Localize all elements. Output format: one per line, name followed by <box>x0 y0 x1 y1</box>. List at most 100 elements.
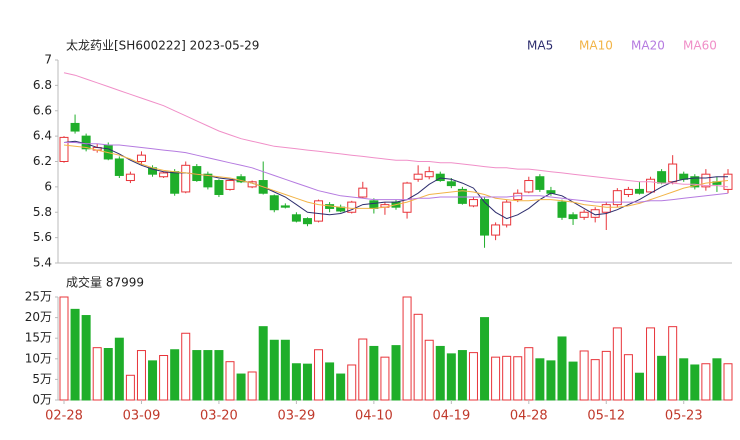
candle-body <box>579 211 589 218</box>
volume-bar <box>535 358 545 401</box>
candle-body <box>668 163 678 183</box>
volume-bar <box>546 360 556 401</box>
volume-bar <box>491 356 501 401</box>
candle-body <box>70 122 80 132</box>
volume-bar <box>192 350 202 401</box>
candle-body <box>446 181 456 187</box>
volume-bar <box>668 326 678 401</box>
y-tick-label: 0万 <box>32 393 52 407</box>
legend-label: MA20 <box>631 39 665 53</box>
x-tick-label: 02-28 <box>45 409 83 424</box>
volume-bar <box>291 363 301 401</box>
y-tick-label: 6.4 <box>33 129 52 143</box>
candle-body <box>568 214 578 220</box>
candle-body <box>59 136 69 163</box>
volume-bar <box>159 355 169 401</box>
volume-bar <box>435 345 445 401</box>
volume-bar <box>634 372 644 401</box>
candle-body <box>424 171 434 178</box>
candle-body <box>723 173 733 190</box>
volume-bar <box>690 364 700 401</box>
candle-body <box>314 200 324 222</box>
volume-bar <box>203 350 213 401</box>
volume-bar <box>358 338 368 401</box>
y-tick-label: 5.4 <box>33 256 52 270</box>
candle-body <box>480 199 490 236</box>
y-tick-label: 6 <box>44 179 52 193</box>
volume-bar <box>380 356 390 401</box>
volume-bar <box>568 361 578 401</box>
volume-bar <box>70 308 80 401</box>
chart-title: 太龙药业[SH600222] 2023-05-29 <box>66 38 259 53</box>
candle-body <box>590 209 600 218</box>
y-tick-label: 5.6 <box>33 230 52 244</box>
volume-bar <box>701 363 711 401</box>
x-tick-label: 03-29 <box>278 409 316 424</box>
candle-body <box>159 172 169 178</box>
volume-bar <box>81 315 91 401</box>
x-tick-label: 03-09 <box>123 409 161 424</box>
volume-bar <box>325 362 335 401</box>
candle-body <box>181 164 191 193</box>
candle-body <box>457 188 467 204</box>
x-tick-label: 05-23 <box>665 409 703 424</box>
candle-body <box>114 158 124 176</box>
ma-line <box>63 144 729 209</box>
candle-body <box>535 176 545 190</box>
candle-body <box>280 205 290 208</box>
volume-bar <box>712 358 722 401</box>
volume-bar <box>214 350 224 401</box>
x-tick-label: 03-20 <box>200 409 238 424</box>
y-tick-label: 15万 <box>25 331 52 345</box>
y-tick-label: 7 <box>44 53 52 67</box>
candle-body <box>690 176 700 188</box>
volume-bar <box>280 339 290 401</box>
volume-bar <box>480 317 490 401</box>
volume-bar <box>369 345 379 401</box>
candle-body <box>358 187 368 198</box>
candle-body <box>136 154 146 162</box>
candle-body <box>302 218 312 225</box>
candle-body <box>413 173 423 180</box>
volume-bar <box>679 358 689 401</box>
volume-bar <box>391 345 401 401</box>
legend-label: MA10 <box>579 39 613 53</box>
ma-line <box>63 140 728 220</box>
volume-bar <box>424 339 434 401</box>
volume-bar <box>402 296 412 401</box>
candle-body <box>347 201 357 213</box>
volume-bar <box>225 361 235 401</box>
volume-title: 成交量 87999 <box>66 275 144 290</box>
volume-bar <box>136 350 146 401</box>
volume-bar <box>258 326 268 401</box>
volume-bar <box>103 348 113 401</box>
volume-bar <box>302 363 312 401</box>
candle-body <box>524 180 534 193</box>
volume-bar <box>336 373 346 401</box>
x-tick-label: 04-10 <box>355 409 393 424</box>
volume-bar <box>557 336 567 401</box>
candle-body <box>203 173 213 188</box>
x-tick-label: 04-19 <box>432 409 470 424</box>
candle-body <box>701 173 711 188</box>
volume-bar <box>646 327 656 401</box>
volume-bar <box>181 332 191 401</box>
volume-bar <box>314 349 324 401</box>
volume-bar <box>413 313 423 401</box>
candle-body <box>646 178 656 193</box>
y-tick-label: 6.2 <box>33 154 52 168</box>
candle-body <box>291 214 301 222</box>
volume-bar <box>269 339 279 401</box>
candle-body <box>557 201 567 218</box>
volume-bar <box>524 347 534 401</box>
volume-bar <box>457 350 467 401</box>
volume-bar <box>347 364 357 401</box>
candle-body <box>502 201 512 226</box>
volume-bar <box>513 356 523 401</box>
candle-body <box>214 180 224 195</box>
legend-label: MA60 <box>683 39 717 53</box>
volume-bar <box>723 363 733 401</box>
candle-body <box>491 224 501 236</box>
y-tick-label: 20万 <box>25 310 52 324</box>
